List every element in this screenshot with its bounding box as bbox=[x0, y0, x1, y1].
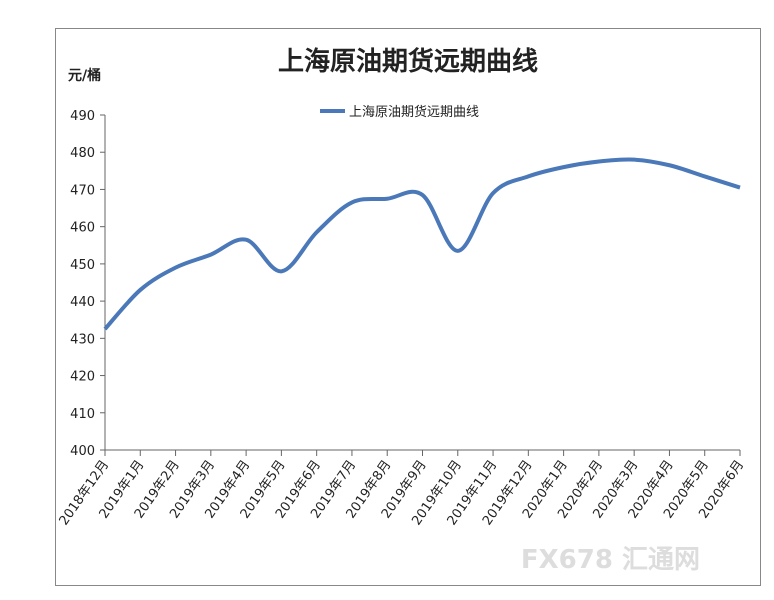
y-tick-label: 400 bbox=[70, 444, 95, 459]
legend-label: 上海原油期货远期曲线 bbox=[349, 104, 479, 120]
y-tick-label: 460 bbox=[70, 221, 95, 236]
y-axis-label: 元/桶 bbox=[68, 67, 101, 84]
chart-frame bbox=[55, 28, 761, 586]
y-tick-label: 410 bbox=[70, 407, 95, 422]
y-tick-label: 420 bbox=[70, 370, 95, 385]
y-tick-label: 470 bbox=[70, 183, 95, 198]
y-tick-label: 430 bbox=[70, 332, 95, 347]
data-line bbox=[103, 157, 741, 331]
chart-title: 上海原油期货远期曲线 bbox=[278, 46, 538, 77]
y-tick-label: 490 bbox=[70, 109, 95, 124]
y-tick-label: 450 bbox=[70, 258, 95, 273]
watermark: FX678 汇通网 bbox=[521, 545, 700, 575]
y-tick-label: 480 bbox=[70, 146, 95, 161]
y-tick-label: 440 bbox=[70, 295, 95, 310]
